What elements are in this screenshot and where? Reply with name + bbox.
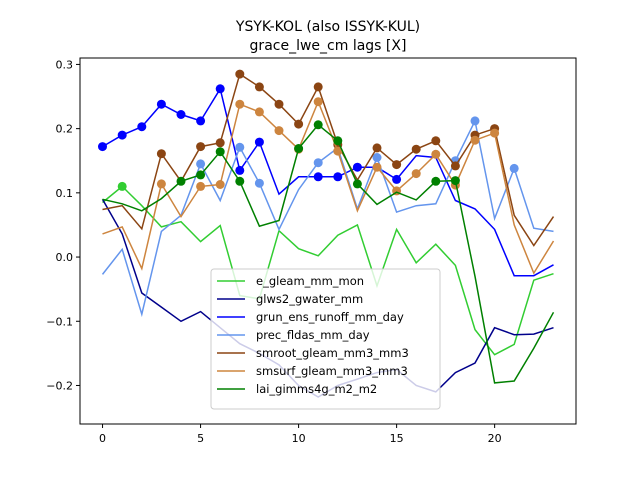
data-point-smsurf_gleam_mm3_mm3-6 <box>215 180 225 189</box>
legend-label: grun_ens_runoff_mm_day <box>256 310 404 324</box>
legend-entry-glws2_gwater_mm: glws2_gwater_mm <box>217 292 363 306</box>
legend-label: e_gleam_mm_mon <box>256 274 364 288</box>
data-point-grun_ens_runoff_mm_day-4 <box>176 110 186 119</box>
data-point-smsurf_gleam_mm3_mm3-5 <box>196 181 206 191</box>
series-layer <box>98 69 555 398</box>
plot-frame <box>79 57 577 425</box>
data-point-grun_ens_runoff_mm_day-11 <box>313 172 323 182</box>
data-point-prec_fldas_mm_day-21 <box>509 163 519 173</box>
data-point-smsurf_gleam_mm3_mm3-17 <box>431 149 441 159</box>
series-line-smsurf_gleam_mm3_mm3 <box>102 99 555 275</box>
y-tick-label: 0.0 <box>56 251 74 264</box>
x-tick-label: 5 <box>197 432 204 445</box>
x-axis-ticks: 0 5 10 15 20 <box>99 424 502 445</box>
data-point-smroot_gleam_mm3_mm3-14 <box>372 143 382 153</box>
x-tick-label: 0 <box>99 432 106 445</box>
data-point-smroot_gleam_mm3_mm3-6 <box>215 138 225 148</box>
data-point-lai_gimms4g_m2_m2-12 <box>333 136 343 146</box>
data-point-grun_ens_runoff_mm_day-13 <box>352 162 362 172</box>
data-point-smsurf_gleam_mm3_mm3-7 <box>235 99 245 109</box>
y-tick-label: 0.2 <box>56 123 74 136</box>
data-point-prec_fldas_mm_day-8 <box>254 178 264 188</box>
series-smroot_gleam_mm3_mm3 <box>102 69 555 247</box>
data-point-grun_ens_runoff_mm_day-5 <box>196 116 206 126</box>
data-point-smroot_gleam_mm3_mm3-5 <box>196 142 206 152</box>
y-axis-ticks: −0.2 −0.1 0.0 0.1 0.2 0.3 <box>46 58 80 392</box>
data-point-smsurf_gleam_mm3_mm3-19 <box>470 135 480 145</box>
data-point-smsurf_gleam_mm3_mm3-8 <box>254 107 264 117</box>
data-point-lai_gimms4g_m2_m2-7 <box>235 176 245 186</box>
data-point-smroot_gleam_mm3_mm3-7 <box>235 69 245 79</box>
y-tick-label: −0.2 <box>46 379 73 392</box>
series-smsurf_gleam_mm3_mm3 <box>102 97 555 275</box>
y-tick-label: 0.3 <box>56 58 74 71</box>
data-point-smroot_gleam_mm3_mm3-18 <box>450 161 460 171</box>
legend-box <box>210 268 441 410</box>
series-grun_ens_runoff_mm_day <box>98 84 554 277</box>
data-point-grun_ens_runoff_mm_day-0 <box>98 142 107 152</box>
data-point-smroot_gleam_mm3_mm3-11 <box>313 82 323 92</box>
data-point-smroot_gleam_mm3_mm3-3 <box>156 149 166 159</box>
data-point-grun_ens_runoff_mm_day-2 <box>137 122 147 132</box>
data-point-grun_ens_runoff_mm_day-12 <box>333 172 343 182</box>
legend-entry-smroot_gleam_mm3_mm3: smroot_gleam_mm3_mm3 <box>217 346 409 360</box>
legend-label: smsurf_gleam_mm3_mm3 <box>256 364 408 378</box>
data-point-lai_gimms4g_m2_m2-4 <box>176 176 186 186</box>
data-point-smsurf_gleam_mm3_mm3-3 <box>156 179 166 189</box>
data-point-grun_ens_runoff_mm_day-8 <box>254 137 264 147</box>
data-point-smsurf_gleam_mm3_mm3-14 <box>372 162 382 172</box>
data-point-smroot_gleam_mm3_mm3-17 <box>431 136 441 146</box>
series-line-e_gleam_mm_mon <box>102 185 554 356</box>
data-point-lai_gimms4g_m2_m2-6 <box>215 147 225 157</box>
y-tick-label: 0.1 <box>56 187 74 200</box>
data-point-prec_fldas_mm_day-14 <box>372 153 382 162</box>
legend-label: glws2_gwater_mm <box>256 292 363 306</box>
legend-entry-smsurf_gleam_mm3_mm3: smsurf_gleam_mm3_mm3 <box>217 364 408 378</box>
data-point-grun_ens_runoff_mm_day-7 <box>235 165 245 175</box>
legend-label: prec_fldas_mm_day <box>256 328 370 342</box>
data-point-smroot_gleam_mm3_mm3-10 <box>294 119 304 129</box>
data-point-prec_fldas_mm_day-5 <box>196 159 206 169</box>
data-point-smroot_gleam_mm3_mm3-8 <box>254 82 264 92</box>
legend-entry-grun_ens_runoff_mm_day: grun_ens_runoff_mm_day <box>217 310 404 324</box>
data-point-smroot_gleam_mm3_mm3-15 <box>392 160 402 170</box>
legend-entry-e_gleam_mm_mon: e_gleam_mm_mon <box>217 274 364 288</box>
chart-title-line1: YSYK-KOL (also ISSYK-KUL) <box>235 19 420 35</box>
legend-label: smroot_gleam_mm3_mm3 <box>256 346 409 360</box>
x-tick-label: 10 <box>292 432 306 445</box>
data-point-smsurf_gleam_mm3_mm3-12 <box>333 146 343 156</box>
series-e_gleam_mm_mon <box>102 181 554 356</box>
data-point-prec_fldas_mm_day-19 <box>470 116 480 126</box>
data-point-lai_gimms4g_m2_m2-13 <box>352 179 362 189</box>
data-point-prec_fldas_mm_day-7 <box>235 142 245 152</box>
chart-title-line2: grace_lwe_cm lags [X] <box>250 38 407 54</box>
data-point-lai_gimms4g_m2_m2-10 <box>294 144 304 153</box>
data-point-smsurf_gleam_mm3_mm3-9 <box>274 126 284 136</box>
data-point-grun_ens_runoff_mm_day-15 <box>392 174 402 184</box>
legend-label: lai_gimms4g_m2_m2 <box>256 382 377 396</box>
data-point-smroot_gleam_mm3_mm3-16 <box>411 144 421 154</box>
series-lai_gimms4g_m2_m2 <box>102 120 555 384</box>
data-point-lai_gimms4g_m2_m2-17 <box>431 176 441 186</box>
data-point-e_gleam_mm_mon-1 <box>117 181 127 191</box>
data-point-smroot_gleam_mm3_mm3-9 <box>274 99 284 109</box>
x-tick-label: 15 <box>390 432 404 445</box>
data-point-grun_ens_runoff_mm_day-6 <box>215 84 225 94</box>
data-point-smsurf_gleam_mm3_mm3-16 <box>411 169 421 179</box>
data-point-lai_gimms4g_m2_m2-5 <box>196 170 206 180</box>
data-point-grun_ens_runoff_mm_day-1 <box>117 130 127 140</box>
data-point-smsurf_gleam_mm3_mm3-20 <box>490 128 500 138</box>
data-point-smsurf_gleam_mm3_mm3-11 <box>313 97 323 107</box>
y-tick-label: −0.1 <box>46 315 73 328</box>
data-point-grun_ens_runoff_mm_day-3 <box>156 99 166 109</box>
legend: e_gleam_mm_mon glws2_gwater_mm grun_ens_ru… <box>210 268 441 410</box>
x-tick-label: 20 <box>488 432 502 445</box>
legend-entry-prec_fldas_mm_day: prec_fldas_mm_day <box>217 328 370 342</box>
data-point-lai_gimms4g_m2_m2-11 <box>313 120 323 130</box>
legend-entry-lai_gimms4g_m2_m2: lai_gimms4g_m2_m2 <box>217 382 377 396</box>
data-point-prec_fldas_mm_day-11 <box>313 158 323 168</box>
data-point-lai_gimms4g_m2_m2-18 <box>450 176 460 186</box>
